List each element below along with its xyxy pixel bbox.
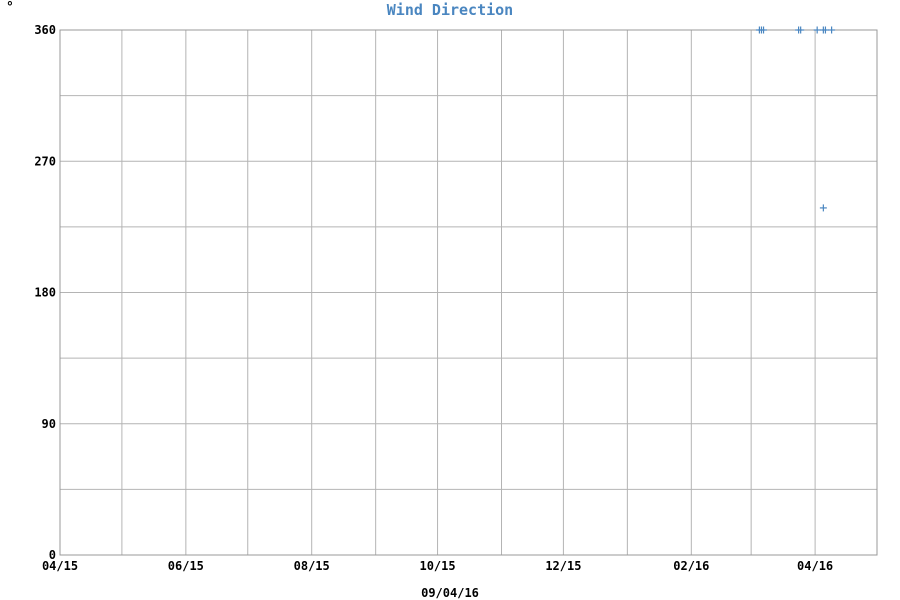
x-tick-label: 04/16 (797, 559, 833, 573)
data-point (797, 26, 805, 34)
y-tick-label: 360 (34, 23, 56, 37)
chart-title: Wind Direction (387, 1, 513, 19)
data-point (819, 204, 827, 212)
x-tick-label: 08/15 (294, 559, 330, 573)
x-tick-label: 12/15 (545, 559, 581, 573)
y-tick-label: 90 (42, 417, 56, 431)
grid-lines (59, 29, 878, 556)
plot-frame (59, 29, 878, 556)
x-tick-label: 10/15 (419, 559, 455, 573)
x-tick-label: 06/15 (168, 559, 204, 573)
data-point (821, 26, 829, 34)
x-tick-label: 02/16 (673, 559, 709, 573)
x-axis-date-label: 09/04/16 (421, 586, 479, 600)
y-tick-label: 270 (34, 154, 56, 168)
data-point (813, 26, 821, 34)
data-point (828, 26, 836, 34)
y-axis-unit-label: ° (6, 0, 14, 15)
y-tick-label: 180 (34, 286, 56, 300)
y-axis-ticks: 0 90 180 270 360 (34, 23, 56, 562)
x-tick-label: 04/15 (42, 559, 78, 573)
data-points (755, 26, 836, 212)
y-tick-label: 0 (49, 548, 56, 562)
data-point (760, 26, 768, 34)
x-axis-ticks: 04/15 06/15 08/15 10/15 12/15 02/16 04/16 (42, 559, 833, 573)
